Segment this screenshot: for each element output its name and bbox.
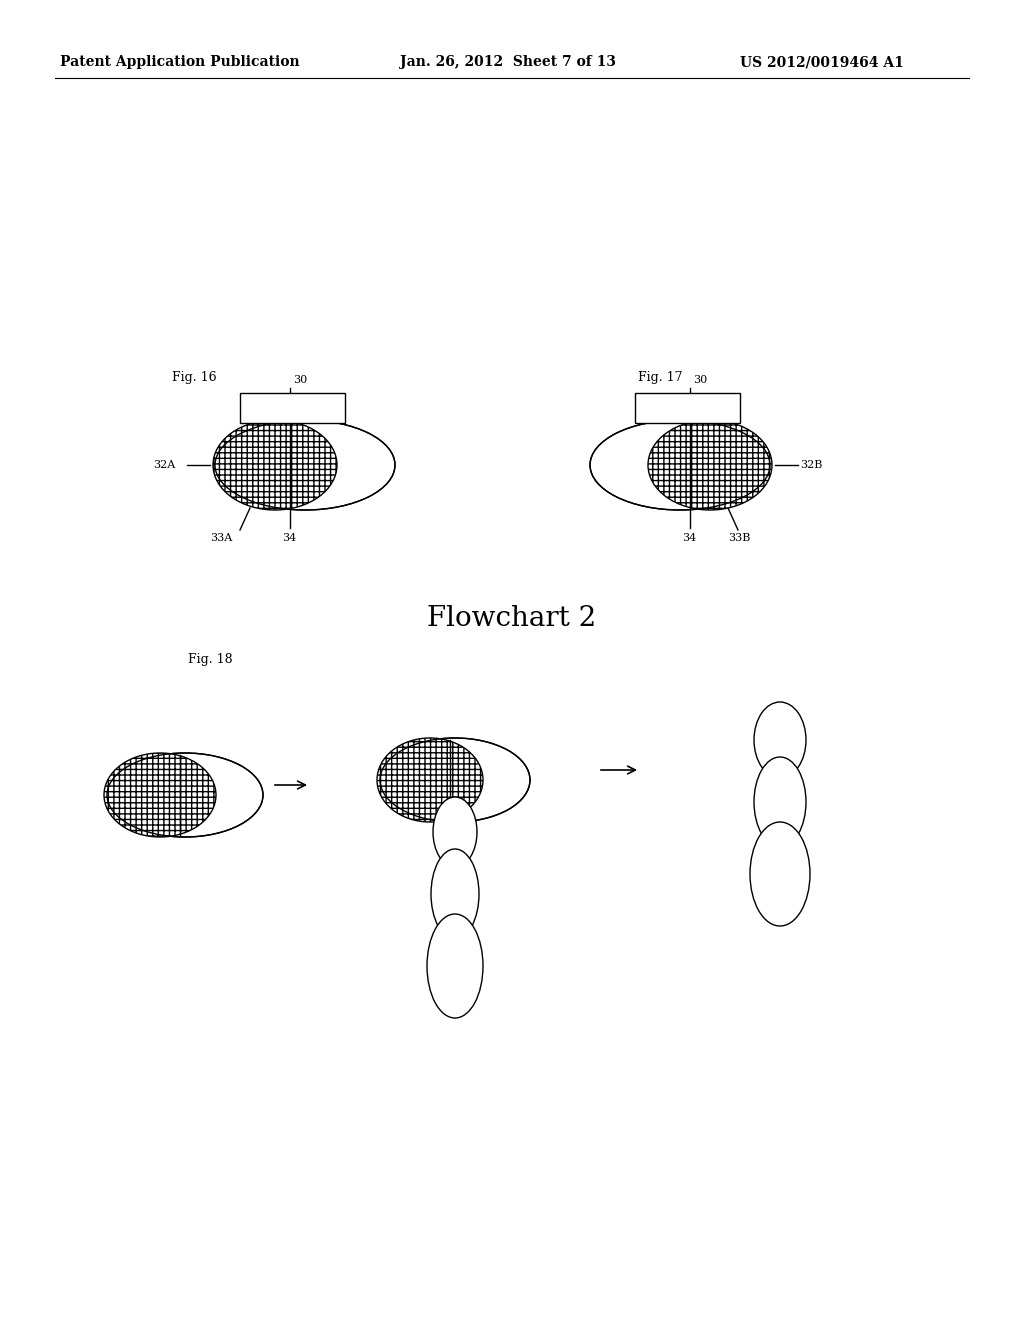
- Bar: [635, 393, 740, 422]
- Text: 32A: 32A: [153, 459, 175, 470]
- Ellipse shape: [106, 752, 263, 837]
- Ellipse shape: [215, 420, 395, 510]
- Text: Fig. 18: Fig. 18: [188, 653, 232, 667]
- Ellipse shape: [754, 756, 806, 847]
- Ellipse shape: [590, 420, 770, 510]
- Text: 34: 34: [682, 533, 696, 543]
- Text: Fig. 16: Fig. 16: [172, 371, 217, 384]
- Ellipse shape: [377, 738, 483, 822]
- Ellipse shape: [380, 738, 530, 822]
- Text: 34: 34: [282, 533, 296, 543]
- Text: 33A: 33A: [210, 533, 232, 543]
- Bar: [240, 393, 345, 422]
- Text: Flowchart 2: Flowchart 2: [427, 605, 597, 631]
- Ellipse shape: [431, 849, 479, 939]
- Ellipse shape: [427, 913, 483, 1018]
- Ellipse shape: [213, 420, 337, 510]
- Ellipse shape: [754, 702, 806, 777]
- Text: Fig. 17: Fig. 17: [638, 371, 683, 384]
- Ellipse shape: [750, 822, 810, 927]
- Text: Jan. 26, 2012  Sheet 7 of 13: Jan. 26, 2012 Sheet 7 of 13: [400, 55, 616, 69]
- Text: 33B: 33B: [728, 533, 751, 543]
- Ellipse shape: [433, 797, 477, 867]
- Ellipse shape: [104, 752, 216, 837]
- Text: 30: 30: [293, 375, 307, 385]
- Ellipse shape: [648, 420, 772, 510]
- Text: 30: 30: [693, 375, 708, 385]
- Text: Patent Application Publication: Patent Application Publication: [60, 55, 300, 69]
- Text: US 2012/0019464 A1: US 2012/0019464 A1: [740, 55, 904, 69]
- Text: 32B: 32B: [800, 459, 822, 470]
